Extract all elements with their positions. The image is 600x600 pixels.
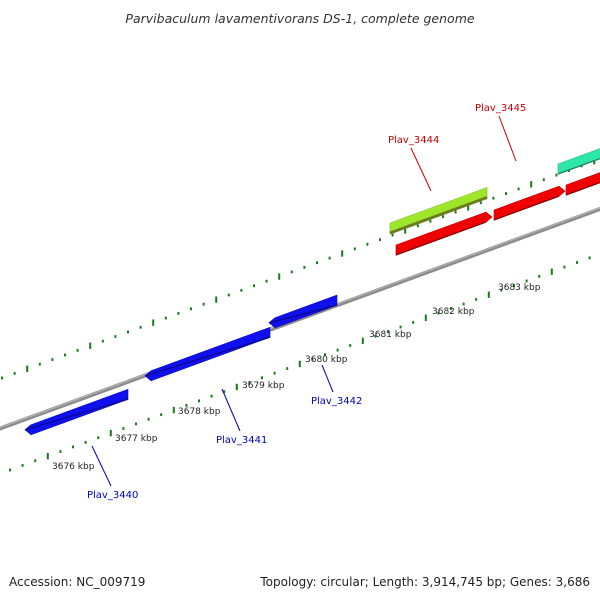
red-feature-right-highlight: [566, 172, 600, 188]
kbp-label: 3677 kbp: [115, 434, 158, 444]
kbp-label: 3678 kbp: [178, 407, 221, 417]
gene-plav-3444-highlight: [396, 212, 486, 248]
gene-plav-3445-body: [493, 185, 566, 221]
gene-label-leader: [321, 364, 334, 393]
gene-plav-3440-highlight: [31, 389, 128, 428]
lime-feature-highlight: [390, 187, 487, 226]
gene-label[interactable]: Plav_3444: [388, 135, 439, 146]
gene-label-leader: [410, 147, 432, 192]
upper-tick-track: [1, 158, 596, 380]
gene-plav-3442-highlight: [275, 295, 337, 321]
teal-feature[interactable]: [557, 147, 600, 175]
label-layer: 3676 kbp 3677 kbp 3678 kbp 3679 kbp 3680 kbp…: [52, 103, 541, 501]
gene-label-leader: [498, 115, 517, 162]
kbp-label: 3680 kbp: [305, 355, 348, 365]
gene-label[interactable]: Plav_3445: [475, 103, 526, 114]
page-title: Parvibaculum lavamentivorans DS-1, compl…: [125, 11, 474, 26]
lime-feature-underside: [389, 196, 488, 235]
red-feature-right[interactable]: [565, 171, 600, 196]
gene-label[interactable]: Plav_3442: [311, 396, 362, 407]
gene-label-leader: [91, 445, 112, 487]
genome-summary-text: Topology: circular; Length: 3,914,745 bp…: [259, 575, 590, 589]
feature-layer: [24, 147, 600, 436]
kbp-label: 3682 kbp: [432, 307, 475, 317]
gene-plav-3442-shadow: [268, 304, 338, 324]
gene-plav-3444[interactable]: [395, 211, 493, 256]
gene-label[interactable]: Plav_3441: [216, 435, 267, 446]
kbp-label: 3679 kbp: [242, 381, 285, 391]
accession-text: Accession: NC_009719: [9, 575, 145, 589]
gene-plav-3444-shadow: [395, 221, 487, 256]
kbp-label: 3681 kbp: [369, 330, 412, 340]
gene-plav-3445-shadow: [493, 195, 560, 221]
gene-label-leader: [221, 388, 241, 432]
kbp-label: 3676 kbp: [52, 462, 95, 472]
gene-plav-3441-highlight: [151, 327, 270, 374]
gene-plav-3441-shadow: [144, 336, 271, 377]
gene-label[interactable]: Plav_3440: [87, 490, 138, 501]
gene-plav-3440[interactable]: [24, 388, 129, 436]
gene-plav-3445[interactable]: [493, 185, 566, 221]
teal-feature-shadow: [557, 157, 600, 175]
gene-plav-3445-highlight: [494, 186, 559, 213]
red-feature-right-body: [565, 172, 600, 196]
gene-plav-3441[interactable]: [144, 326, 271, 382]
teal-feature-highlight: [558, 148, 600, 167]
tick-layer: [1, 158, 596, 472]
lower-tick-track: [9, 256, 591, 472]
kbp-label: 3683 kbp: [498, 283, 541, 293]
gene-plav-3442[interactable]: [268, 294, 338, 329]
gene-plav-3440-shadow: [24, 398, 129, 431]
red-feature-right-shadow: [565, 181, 600, 196]
